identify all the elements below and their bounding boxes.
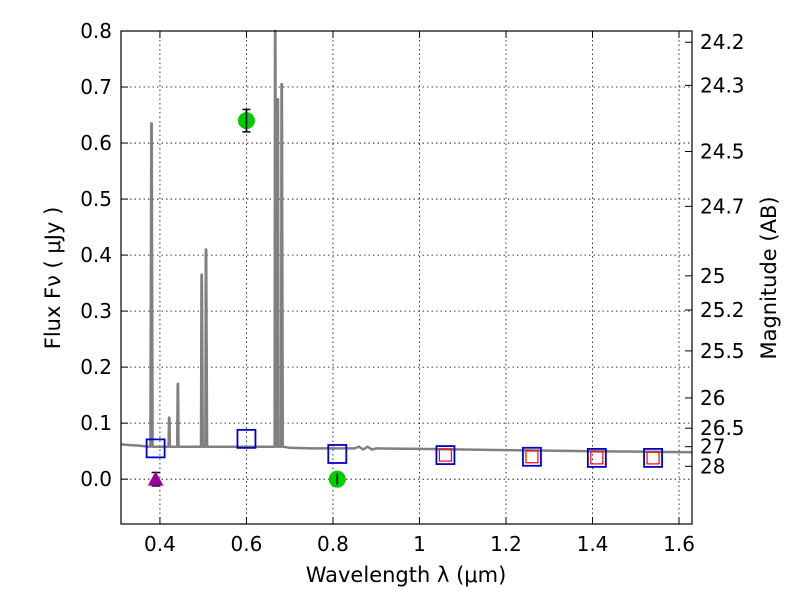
y-tick-label: 0.1 bbox=[80, 411, 112, 435]
ticks bbox=[121, 30, 692, 524]
plot-frame bbox=[120, 30, 693, 525]
model-photometry-point bbox=[327, 444, 348, 464]
y-tick-label: 0.8 bbox=[80, 19, 112, 43]
model-photometry-point bbox=[522, 446, 542, 467]
y-tick-label: 0.3 bbox=[80, 299, 112, 323]
x-tick-label: 1.4 bbox=[577, 532, 609, 556]
magnitude-tick-label: 25.2 bbox=[700, 298, 745, 322]
y-tick-label: 0.7 bbox=[80, 75, 112, 99]
spectrum-line bbox=[120, 29, 693, 454]
magnitude-tick-label: 27 bbox=[700, 435, 725, 459]
x-axis-title: Wavelength λ (μm) bbox=[306, 563, 507, 587]
y-tick-label: 0.2 bbox=[80, 355, 112, 379]
synthetic-photometry-point bbox=[525, 450, 539, 464]
y-tick-label: 0.6 bbox=[80, 131, 112, 155]
plot-area bbox=[120, 29, 693, 488]
x-tick-label: 1 bbox=[413, 532, 426, 556]
y-tick-label: 0.5 bbox=[80, 187, 112, 211]
y-axis-title: Flux Fν ( μJy ) bbox=[41, 207, 65, 350]
y-tick-label: 0.0 bbox=[80, 467, 112, 491]
x-tick-label: 1.6 bbox=[663, 532, 695, 556]
magnitude-tick-label: 24.7 bbox=[700, 194, 745, 218]
model-photometry-point bbox=[586, 447, 607, 468]
x-tick-label: 1.2 bbox=[490, 532, 522, 556]
x-tick-label: 0.4 bbox=[144, 532, 176, 556]
model-photometry-point bbox=[145, 438, 166, 459]
synthetic-photometry-point bbox=[590, 451, 604, 465]
labels: 0.4 0.6 0.8 1 1.2 1.4 1.6 0.0 0.1 0.2 0.3 0.4 0.5 0.6… bbox=[80, 19, 744, 556]
magnitude-tick-label: 25.5 bbox=[700, 339, 745, 363]
upper-limit-point bbox=[147, 471, 164, 486]
magnitude-tick-label: 25 bbox=[700, 264, 725, 288]
x-tick-label: 0.8 bbox=[317, 532, 349, 556]
model-photometry-point bbox=[435, 445, 456, 465]
magnitude-tick-label: 24.3 bbox=[700, 73, 745, 97]
magnitude-tick-label: 26 bbox=[700, 386, 725, 410]
synthetic-photometry-point bbox=[646, 451, 660, 465]
magnitude-tick-label: 26.5 bbox=[700, 416, 745, 440]
model-photometry-point bbox=[236, 428, 257, 449]
y-tick-label: 0.4 bbox=[80, 243, 112, 267]
grid bbox=[121, 30, 692, 524]
x-tick-label: 0.6 bbox=[231, 532, 263, 556]
synthetic-photometry-point bbox=[438, 448, 453, 462]
magnitude-tick-label: 24.2 bbox=[700, 30, 745, 54]
magnitude-tick-label: 24.5 bbox=[700, 139, 745, 163]
magnitude-tick-label: 28 bbox=[700, 454, 725, 478]
model-photometry-point bbox=[643, 447, 663, 468]
y2-axis-title: Magnitude (AB) bbox=[757, 196, 781, 359]
